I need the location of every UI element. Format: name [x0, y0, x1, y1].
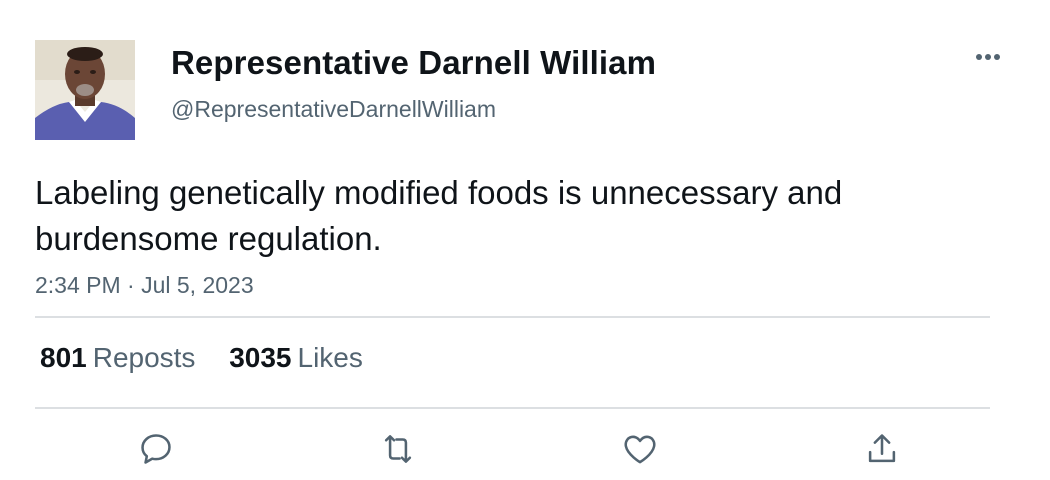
share-button[interactable] [861, 428, 903, 470]
divider-top [35, 316, 990, 318]
repost-icon [384, 435, 412, 463]
author-handle[interactable]: @RepresentativeDarnellWilliam [171, 96, 497, 122]
avatar-photo-icon [35, 40, 135, 140]
more-options-button[interactable] [968, 44, 1008, 70]
reposts-label: Reposts [92, 342, 196, 373]
reply-icon [141, 434, 171, 464]
like-button[interactable] [619, 428, 661, 470]
likes-stat[interactable]: 3035 Likes [229, 342, 363, 374]
author-display-name[interactable]: Representative Darnell William [171, 44, 657, 81]
repost-button[interactable] [377, 428, 419, 470]
likes-label: Likes [297, 342, 363, 373]
heart-icon [624, 435, 656, 464]
share-icon [868, 434, 896, 463]
engagement-stats: 801 Reposts 3035 Likes [40, 342, 389, 374]
avatar[interactable] [35, 40, 135, 140]
tweet-timestamp[interactable]: 2:34 PM · Jul 5, 2023 [35, 272, 254, 298]
likes-count: 3035 [229, 342, 292, 373]
divider-bottom [35, 407, 990, 409]
reply-button[interactable] [135, 428, 177, 470]
tweet-text: Labeling genetically modified foods is u… [35, 174, 843, 257]
reposts-count: 801 [40, 342, 87, 373]
reposts-stat[interactable]: 801 Reposts [40, 342, 195, 374]
more-dots-icon [976, 54, 1000, 60]
